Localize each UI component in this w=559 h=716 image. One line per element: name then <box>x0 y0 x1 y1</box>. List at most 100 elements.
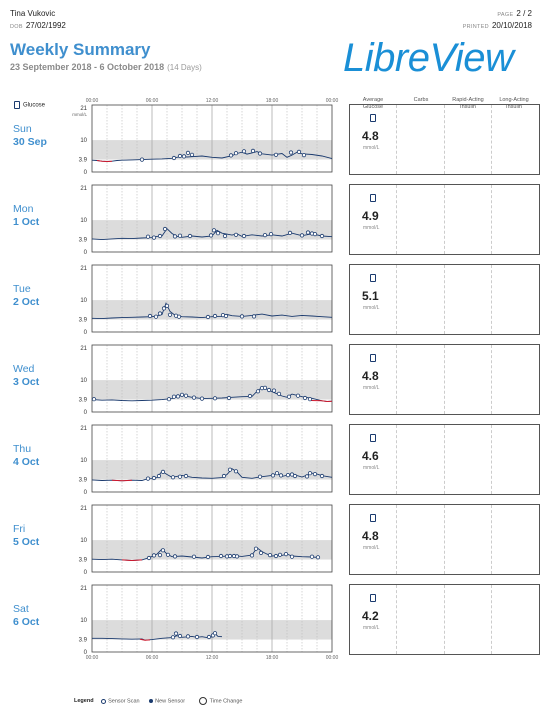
avg-glucose-value: 4.8 <box>362 369 379 383</box>
stats-box-wed: 4.8 mmol/L <box>349 344 540 415</box>
y-tick-top: 21 <box>80 506 87 512</box>
chart-frame <box>91 584 333 653</box>
y-tick-high: 10 <box>80 538 87 544</box>
sensor-scan-point <box>247 393 253 399</box>
stats-box-mon: 4.9 mmol/L <box>349 184 540 255</box>
sensor-scan-point <box>270 473 276 478</box>
glucose-label: Glucose <box>23 102 46 109</box>
sensor-scan-point <box>139 157 145 162</box>
sensor-scan-point <box>151 235 157 240</box>
low-glucose-segment <box>96 160 113 163</box>
sensor-scan-point <box>296 149 302 154</box>
sensor-scan-point <box>172 554 178 559</box>
low-glucose-segment <box>111 479 133 482</box>
sensor-scan-point <box>157 552 163 558</box>
sensor-scan-point <box>171 155 177 161</box>
sensor-scan-point <box>250 148 256 153</box>
sensor-scan-point <box>255 389 261 394</box>
day-label-mon: Mon 1 Oct <box>13 203 39 228</box>
sensor-scan-point <box>315 555 321 560</box>
sensor-scan-point <box>160 548 166 553</box>
y-tick-low: 3.9 <box>79 478 88 484</box>
sensor-scan-point <box>172 234 178 239</box>
avg-glucose-value: 4.8 <box>362 529 379 543</box>
day-name: Mon <box>13 203 34 215</box>
sensor-scan-point <box>166 397 172 402</box>
sensor-scan-point <box>233 232 239 237</box>
avg-glucose-value: 4.9 <box>362 209 379 223</box>
long-insulin-header: Long-Acting Insulin <box>490 97 538 111</box>
rapid-insulin-header: Rapid-Acting Insulin <box>444 97 492 111</box>
page-number: PAGE 2 / 2 <box>497 9 532 18</box>
y-tick-high: 10 <box>80 378 87 384</box>
sensor-scan-point <box>177 474 183 479</box>
sensor-scan-point <box>205 554 211 560</box>
low-glucose-segment <box>121 559 143 562</box>
day-name: Sat <box>13 603 29 615</box>
column-divider <box>396 265 397 334</box>
reader-device-icon <box>370 194 376 202</box>
column-divider <box>396 505 397 574</box>
sensor-scan-point <box>302 395 308 401</box>
reader-device-icon <box>370 274 376 282</box>
sensor-scan-point <box>226 395 232 401</box>
sensor-scan-point <box>156 473 162 479</box>
sensor-scan-point <box>161 306 167 311</box>
low-glucose-segment <box>310 400 333 403</box>
column-divider <box>396 105 397 174</box>
legend: Legend Sensor Scan New Sensor Time Chang… <box>74 697 242 705</box>
sensor-scan-point <box>145 476 151 481</box>
long-insulin-header-line2: Insulin <box>506 103 522 110</box>
avg-glucose-unit: mmol/L <box>363 145 380 151</box>
sensor-scan-point <box>206 634 212 640</box>
column-divider <box>396 345 397 414</box>
avg-glucose-unit: mmol/L <box>363 305 380 311</box>
x-tick-top: 12:00 <box>206 98 219 104</box>
rapid-insulin-header-line2: Insulin <box>460 103 476 110</box>
y-tick-top: 21 <box>80 186 87 192</box>
sensor-scan-point <box>221 473 227 479</box>
y-tick-zero: 0 <box>84 650 88 656</box>
x-tick-bottom: 00:00 <box>86 655 99 661</box>
sensor-scan-point <box>175 394 181 399</box>
y-tick-high: 10 <box>80 218 87 224</box>
sensor-scan-point <box>177 233 183 238</box>
avg-glucose-value: 5.1 <box>362 289 379 303</box>
sensor-scan-point <box>165 552 171 557</box>
y-tick-high: 10 <box>80 298 87 304</box>
libreview-logo: LibreView <box>343 36 514 80</box>
sensor-scan-point <box>241 233 247 239</box>
sensor-scan-point <box>227 467 233 472</box>
sensor-scan-point <box>170 475 176 480</box>
sensor-scan-point <box>251 314 257 319</box>
reader-device-icon <box>14 101 20 109</box>
sensor-scan-point <box>312 232 318 237</box>
glucose-curve <box>91 386 333 402</box>
sensor-scan-point <box>233 469 239 474</box>
x-tick-bottom: 00:00 <box>326 655 339 661</box>
sensor-scan-point <box>183 473 189 479</box>
y-tick-top: 21 <box>80 266 87 272</box>
printed-date: PRINTED 20/10/2018 <box>463 21 532 30</box>
sensor-scan-point <box>319 233 325 239</box>
sensor-scan-point <box>173 631 179 636</box>
new-sensor-icon <box>149 699 154 703</box>
sensor-scan-point <box>222 233 228 239</box>
rapid-insulin-header-line1: Rapid-Acting <box>452 97 484 103</box>
sensor-scan-icon <box>101 698 107 704</box>
day-date: 3 Oct <box>13 375 40 388</box>
sensor-scan-point <box>307 471 313 476</box>
x-tick-top: 18:00 <box>266 98 279 104</box>
sensor-scan-point <box>185 150 191 155</box>
time-change-icon <box>198 697 207 705</box>
patient-dob: DOB 27/02/1992 <box>10 21 66 30</box>
column-divider <box>491 585 492 654</box>
sensor-scan-point <box>234 554 240 559</box>
day-name: Sun <box>13 123 32 135</box>
sensor-scan-point <box>285 472 291 478</box>
column-divider <box>396 185 397 254</box>
avg-glucose-value: 4.8 <box>362 129 379 143</box>
glucose-curve <box>91 302 333 320</box>
sensor-scan-point <box>288 150 294 155</box>
y-tick-zero: 0 <box>84 330 88 336</box>
